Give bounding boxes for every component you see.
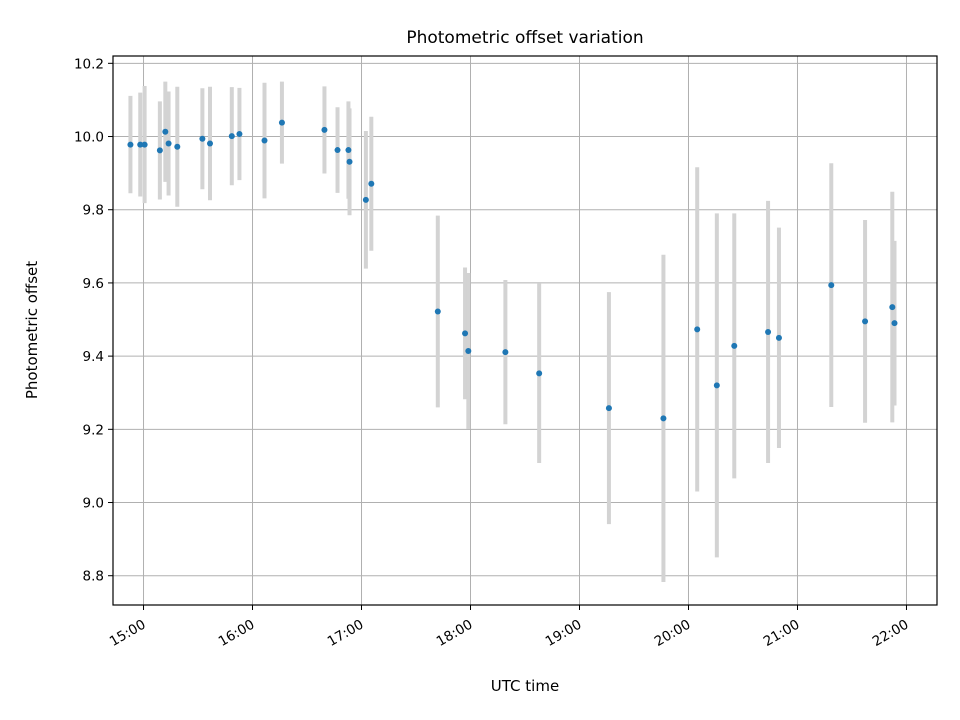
data-point — [207, 140, 214, 147]
data-point — [162, 128, 169, 135]
data-point — [660, 415, 667, 422]
data-point — [775, 334, 782, 341]
y-tick-label: 10.0 — [74, 130, 104, 146]
data-point — [502, 349, 509, 356]
data-point — [141, 141, 148, 148]
data-point — [346, 158, 353, 165]
data-point — [165, 140, 172, 147]
data-point — [465, 347, 472, 354]
y-axis-ticks: 8.8 9.0 9.2 9.4 9.6 9.8 10.0 10.2 — [74, 56, 113, 585]
y-tick-label: 9.4 — [83, 349, 104, 365]
data-point — [362, 196, 369, 203]
y-tick-label: 9.2 — [83, 422, 104, 438]
data-point — [694, 326, 701, 333]
data-point — [891, 320, 898, 327]
data-point — [334, 147, 341, 154]
y-tick-label: 10.2 — [74, 56, 104, 72]
data-point — [713, 382, 720, 389]
data-point — [605, 405, 612, 412]
data-point — [765, 328, 772, 335]
data-point — [199, 135, 206, 142]
x-axis-title: UTC time — [491, 677, 559, 695]
data-point — [889, 304, 896, 311]
y-axis-title: Photometric offset — [23, 261, 41, 399]
chart-title: Photometric offset variation — [406, 28, 643, 48]
data-point — [321, 126, 328, 133]
data-point — [862, 318, 869, 325]
data-point — [368, 180, 375, 187]
data-point — [236, 130, 243, 137]
data-point — [156, 147, 163, 154]
data-point — [174, 143, 181, 150]
grid-lines — [113, 56, 937, 605]
data-point — [137, 141, 144, 148]
data-point — [462, 330, 469, 337]
data-point — [828, 282, 835, 289]
data-point — [434, 308, 441, 315]
y-tick-label: 9.6 — [83, 276, 104, 292]
data-points — [127, 119, 898, 422]
y-tick-label: 8.8 — [83, 569, 104, 585]
plot-frame — [112, 55, 938, 606]
data-point — [261, 137, 268, 144]
data-point — [731, 342, 738, 349]
data-point — [127, 141, 134, 148]
data-point — [278, 119, 285, 126]
data-point — [536, 370, 543, 377]
y-tick-label: 9.8 — [83, 203, 104, 219]
data-point — [345, 147, 352, 154]
data-point — [228, 133, 235, 140]
y-tick-label: 9.0 — [83, 496, 104, 512]
